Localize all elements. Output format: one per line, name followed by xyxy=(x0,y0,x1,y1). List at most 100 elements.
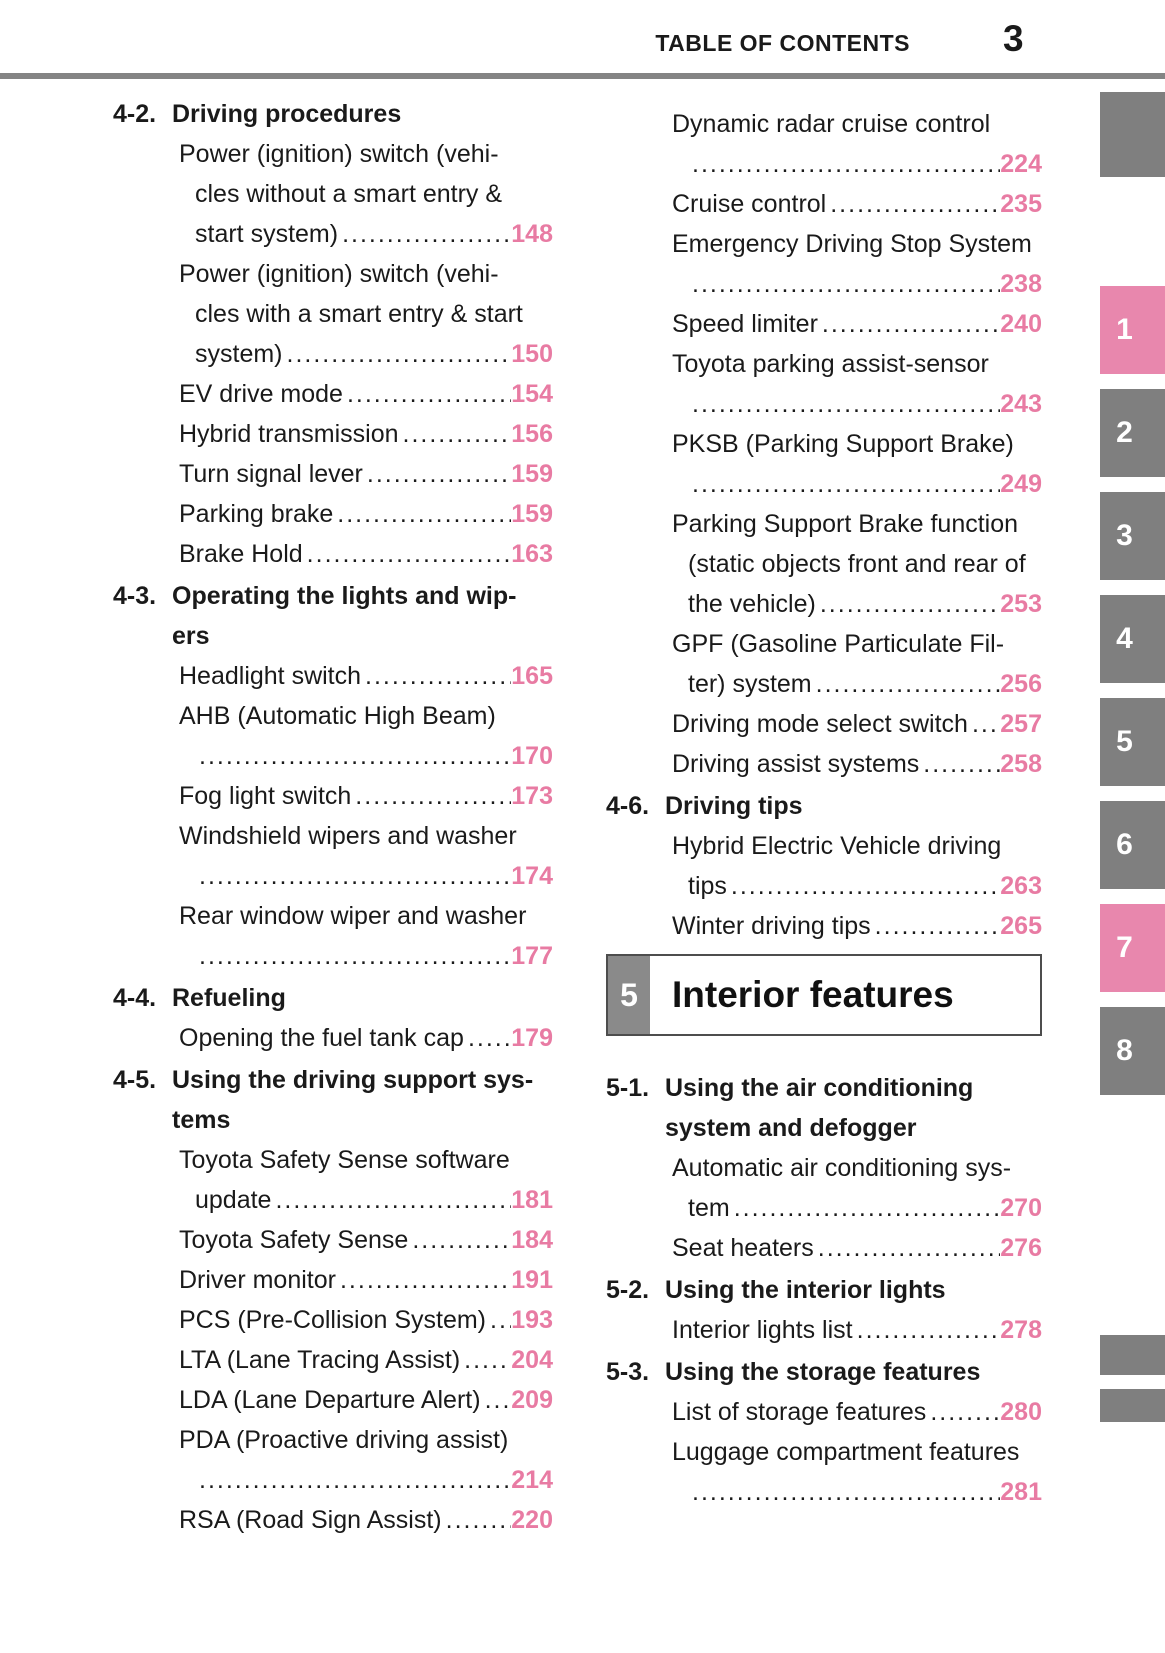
toc-entry-text: Interior lights list xyxy=(672,1316,853,1344)
toc-entry[interactable]: Rear window wiper and washer............… xyxy=(113,896,553,976)
side-tab-chapter-8[interactable]: 8 xyxy=(1100,1007,1165,1095)
side-tab-chapter-7[interactable]: 7 xyxy=(1100,904,1165,992)
page-number-link: 258 xyxy=(1000,750,1042,778)
toc-entry[interactable]: Fog light switch........................… xyxy=(113,776,553,816)
toc-entry[interactable]: LTA (Lane Tracing Assist)...............… xyxy=(113,1340,553,1380)
dot-leader: ........................................… xyxy=(365,662,512,690)
toc-entry-leader-line: Headlight switch........................… xyxy=(179,656,553,696)
toc-entry[interactable]: Seat heaters............................… xyxy=(606,1228,1042,1268)
toc-entry[interactable]: AHB (Automatic High Beam)...............… xyxy=(113,696,553,776)
toc-entry[interactable]: Power (ignition) switch (vehi-cles witho… xyxy=(113,134,553,254)
section-heading: 4-2. Driving procedures xyxy=(113,94,553,134)
toc-entry[interactable]: Dynamic radar cruise control............… xyxy=(606,104,1042,184)
dot-leader: ........................................… xyxy=(817,1234,1001,1262)
page-number-link: 184 xyxy=(511,1226,553,1254)
toc-entry-text: the vehicle) xyxy=(688,590,816,618)
toc-entry[interactable]: PCS (Pre-Collision System)..............… xyxy=(113,1300,553,1340)
section-number: 4-6. xyxy=(606,792,650,820)
section-title-line: system and defogger xyxy=(665,1114,917,1142)
toc-entry-text: start system) xyxy=(195,220,339,248)
column-top-spacer xyxy=(606,92,1042,104)
page-number-link: 281 xyxy=(1000,1478,1042,1506)
toc-entry-text: Winter driving tips xyxy=(672,912,871,940)
section-heading: 4-4. Refueling xyxy=(113,978,553,1018)
dot-leader: ........................................… xyxy=(815,670,1001,698)
section-title-line: Driving procedures xyxy=(172,100,402,128)
toc-entry-line: Power (ignition) switch (vehi- xyxy=(179,260,499,288)
toc-entry-line: cles with a smart entry & start xyxy=(195,300,523,328)
toc-entry[interactable]: Driver monitor..........................… xyxy=(113,1260,553,1300)
section-number: 5-2. xyxy=(606,1276,650,1304)
toc-entry[interactable]: Toyota Safety Sense.....................… xyxy=(113,1220,553,1260)
side-tab-blank[interactable] xyxy=(1100,92,1165,177)
toc-entry-leader-line: ........................................… xyxy=(195,1460,553,1500)
toc-entry[interactable]: Hybrid transmission.....................… xyxy=(113,414,553,454)
toc-entry[interactable]: Power (ignition) switch (vehi-cles with … xyxy=(113,254,553,374)
section-title-line: Using the storage features xyxy=(665,1358,981,1386)
toc-entry-text: RSA (Road Sign Assist) xyxy=(179,1506,442,1534)
side-tab-chapter-2[interactable]: 2 xyxy=(1100,389,1165,477)
toc-entry[interactable]: PKSB (Parking Support Brake)............… xyxy=(606,424,1042,504)
side-tab-chapter-3[interactable]: 3 xyxy=(1100,492,1165,580)
toc-entry[interactable]: Winter driving tips.....................… xyxy=(606,906,1042,946)
page-number-link: 159 xyxy=(511,500,553,528)
toc-entry[interactable]: Luggage compartment features............… xyxy=(606,1432,1042,1512)
toc-entry-leader-line: ter) system.............................… xyxy=(688,664,1042,704)
toc-entry[interactable]: Toyota parking assist-sensor............… xyxy=(606,344,1042,424)
toc-entry[interactable]: Driving mode select switch..............… xyxy=(606,704,1042,744)
toc-entry-text: tem xyxy=(688,1194,730,1222)
toc-entry[interactable]: Windshield wipers and washer............… xyxy=(113,816,553,896)
dot-leader: ........................................… xyxy=(730,872,1000,900)
page-header-number: 3 xyxy=(1003,18,1024,59)
toc-entry[interactable]: Interior lights list....................… xyxy=(606,1310,1042,1350)
page-number-link: 224 xyxy=(1000,150,1042,178)
toc-entry[interactable]: Headlight switch........................… xyxy=(113,656,553,696)
page-number-link: 204 xyxy=(511,1346,553,1374)
toc-entry[interactable]: GPF (Gasoline Particulate Fil-ter) syste… xyxy=(606,624,1042,704)
toc-entry[interactable]: Automatic air conditioning sys-tem......… xyxy=(606,1148,1042,1228)
toc-entry-line: (static objects front and rear of xyxy=(688,550,1026,578)
page-number-link: 179 xyxy=(511,1024,553,1052)
section-heading: 4-6. Driving tips xyxy=(606,786,1042,826)
side-tab-chapter-5[interactable]: 5 xyxy=(1100,698,1165,786)
toc-entry-line: Toyota parking assist-sensor xyxy=(672,350,989,378)
section-heading: 5-2. Using the interior lights xyxy=(606,1270,1042,1310)
toc-entry[interactable]: Turn signal lever.......................… xyxy=(113,454,553,494)
toc-entry[interactable]: Hybrid Electric Vehicle driving tips.....… xyxy=(606,826,1042,906)
toc-entry-line: GPF (Gasoline Particulate Fil- xyxy=(672,630,1005,658)
toc-entry[interactable]: LDA (Lane Departure Alert)..............… xyxy=(113,1380,553,1420)
toc-entry-leader-line: Hybrid transmission.....................… xyxy=(179,414,553,454)
side-tab-chapter-1[interactable]: 1 xyxy=(1100,286,1165,374)
toc-entry[interactable]: EV drive mode...........................… xyxy=(113,374,553,414)
toc-entry-text: system) xyxy=(195,340,283,368)
toc-entry[interactable]: List of storage features................… xyxy=(606,1392,1042,1432)
toc-entry[interactable]: Driving assist systems..................… xyxy=(606,744,1042,784)
dot-leader: ........................................… xyxy=(339,1266,511,1294)
dot-leader: ........................................… xyxy=(467,1024,511,1052)
toc-entry[interactable]: Speed limiter...........................… xyxy=(606,304,1042,344)
toc-entry-leader-line: PCS (Pre-Collision System)..............… xyxy=(179,1300,553,1340)
toc-entry[interactable]: RSA (Road Sign Assist)..................… xyxy=(113,1500,553,1540)
toc-entry-leader-line: Interior lights list....................… xyxy=(672,1310,1042,1350)
side-tab-label: 2 xyxy=(1116,416,1133,449)
toc-entry-leader-line: update..................................… xyxy=(195,1180,553,1220)
toc-entry[interactable]: Parking Support Brake function (static ob… xyxy=(606,504,1042,624)
section-title: Operating the lights and wip-ers xyxy=(172,576,553,656)
section-title-line: Using the air conditioning xyxy=(665,1074,974,1102)
toc-entry[interactable]: Emergency Driving Stop System...........… xyxy=(606,224,1042,304)
toc-entry[interactable]: Cruise control..........................… xyxy=(606,184,1042,224)
toc-entry-leader-line: Fog light switch........................… xyxy=(179,776,553,816)
toc-entry[interactable]: Parking brake...........................… xyxy=(113,494,553,534)
side-tab-chapter-4[interactable]: 4 xyxy=(1100,595,1165,683)
side-tab-chapter-6[interactable]: 6 xyxy=(1100,801,1165,889)
toc-entry-leader-line: List of storage features................… xyxy=(672,1392,1042,1432)
section-title-line: Operating the lights and wip- xyxy=(172,582,517,610)
toc-entry-leader-line: Brake Hold..............................… xyxy=(179,534,553,574)
toc-entry[interactable]: Brake Hold..............................… xyxy=(113,534,553,574)
section-number: 4-5. xyxy=(113,1066,157,1094)
toc-entry[interactable]: Opening the fuel tank cap...............… xyxy=(113,1018,553,1058)
toc-entry-text: Seat heaters xyxy=(672,1234,814,1262)
toc-entry[interactable]: PDA (Proactive driving assist)..........… xyxy=(113,1420,553,1500)
toc-entry[interactable]: Toyota Safety Sense software update......… xyxy=(113,1140,553,1220)
toc-entry-leader-line: Opening the fuel tank cap...............… xyxy=(179,1018,553,1058)
